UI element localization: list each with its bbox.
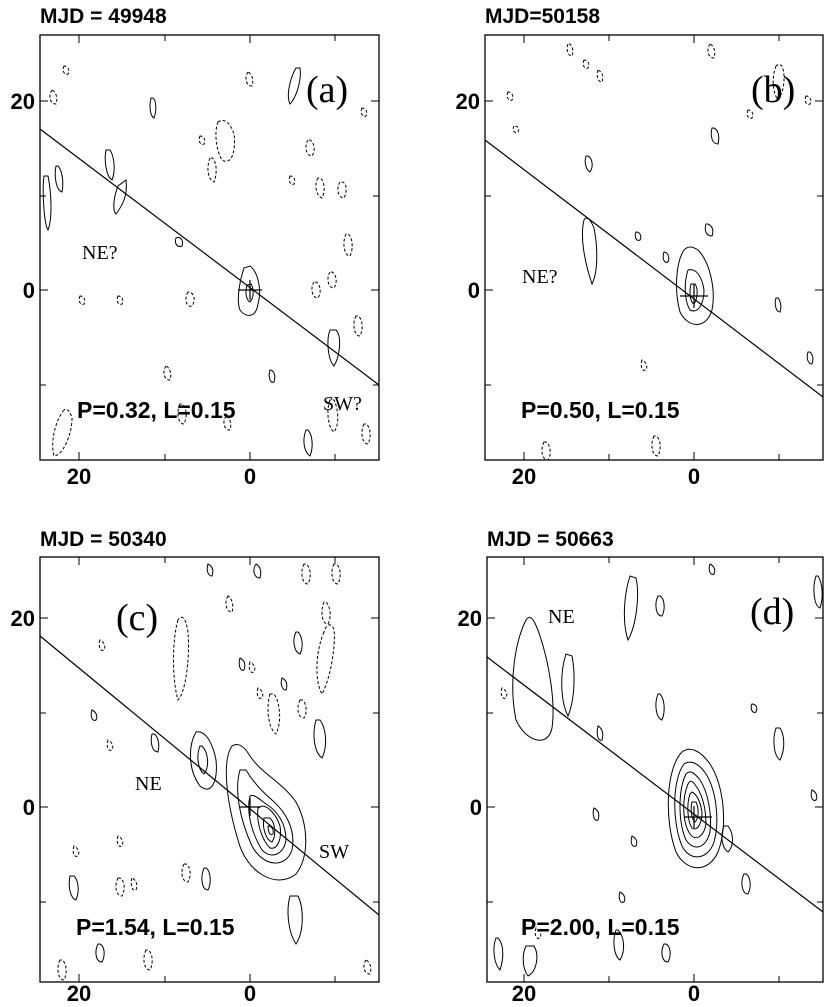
panel-d-ytick-20: 20: [458, 606, 482, 631]
panel-a-label: (a): [306, 69, 348, 111]
panel-c-annotation-sw: SW: [319, 841, 349, 863]
panel-c-stats: P=1.54, L=0.15: [76, 914, 235, 940]
panel-b-ytick-20: 20: [456, 89, 480, 114]
panel-a-core-marker: [238, 280, 262, 300]
panel-c-label: (c): [116, 597, 158, 639]
panel-a-ytick-0: 0: [23, 278, 35, 303]
panel-b-frame: [484, 34, 824, 461]
panel-c-contours: [57, 563, 372, 981]
panel-c-epoch: MJD = 50340: [40, 528, 167, 551]
panel-a-annotation-sw: SW?: [323, 393, 362, 415]
panel-d-xtick-0: 0: [688, 981, 700, 1006]
panel-a-xtick-0: 0: [244, 464, 256, 489]
panel-b-jet-axis-line: [484, 139, 824, 398]
panel-a-ticks: [40, 35, 379, 460]
panel-a-xtick-20: 20: [67, 464, 91, 489]
panel-d-jet-axis-line: [486, 656, 824, 913]
panel-c-annotation-ne: NE: [135, 773, 162, 795]
panel-a-epoch: MJD = 49948: [40, 5, 167, 28]
panel-d-contours: [493, 563, 823, 977]
panel-c-jet-axis-line: [39, 635, 380, 916]
panel-d: MJD = 50663 20 0 20 0: [458, 528, 824, 1006]
panel-c-ytick-0: 0: [23, 795, 35, 820]
panel-c-xtick-20: 20: [67, 981, 91, 1006]
panel-b-xtick-0: 0: [688, 464, 700, 489]
panel-a: MJD = 49948 20 0 20 0: [11, 5, 380, 489]
panel-d-ytick-0: 0: [470, 795, 482, 820]
panel-c: MJD = 50340 20 0 20 0: [11, 528, 380, 1006]
panel-c-frame: [39, 556, 380, 983]
panel-a-jet-axis-line: [39, 128, 380, 386]
panel-b-epoch: MJD=50158: [485, 5, 600, 28]
panel-b-stats: P=0.50, L=0.15: [521, 397, 680, 423]
panel-a-frame: [39, 34, 380, 461]
panel-b-label: (b): [751, 69, 795, 111]
panel-d-label: (d): [750, 591, 794, 633]
panel-b-xtick-20: 20: [512, 464, 536, 489]
panel-b-ytick-0: 0: [468, 278, 480, 303]
panel-b-annotation-ne: NE?: [522, 266, 558, 288]
panel-c-core-marker: [240, 798, 260, 816]
panel-b-ticks: [485, 35, 823, 460]
panel-d-xtick-20: 20: [512, 981, 536, 1006]
panel-a-ytick-20: 20: [11, 89, 35, 114]
panel-d-annotation-ne: NE: [548, 606, 575, 628]
panel-d-ticks: [487, 557, 823, 982]
panel-a-annotation-ne: NE?: [82, 242, 118, 264]
panel-c-xtick-0: 0: [244, 981, 256, 1006]
panel-c-ytick-20: 20: [11, 606, 35, 631]
panel-d-epoch: MJD = 50663: [487, 528, 614, 551]
panel-a-contours: [42, 65, 371, 457]
panel-a-stats: P=0.32, L=0.15: [77, 397, 236, 423]
panel-b-contours: [506, 43, 814, 461]
panel-d-stats: P=2.00, L=0.15: [521, 914, 680, 940]
panel-d-frame: [486, 556, 824, 983]
panel-b: MJD=50158 20 0 20 0: [456, 5, 824, 489]
panel-c-ticks: [40, 557, 379, 982]
